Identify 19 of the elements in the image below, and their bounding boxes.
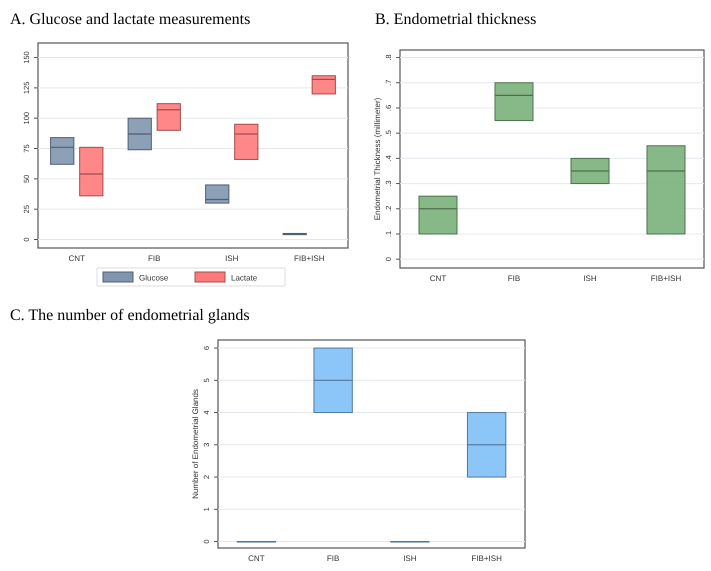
y-axis-title: Endometrial Thickness (millimeter) [373,97,382,220]
x-tick-label: FIB [148,254,160,263]
chart-title: A. Glucose and lactate measurements [10,11,250,28]
chart-title: B. Endometrial thickness [375,11,536,28]
x-tick-label: FIB+ISH [471,554,502,563]
x-tick-label: CNT [68,254,86,263]
legend-label: Glucose [139,274,169,282]
legend-label: Lactate [231,274,258,282]
x-tick-label: CNT [430,274,446,283]
x-tick-label: CNT [248,554,265,563]
x-tick-label: ISH [583,274,597,283]
y-axis-title: Number of Endometrial Glands [191,389,200,499]
x-tick-label: FIB+ISH [294,254,325,263]
x-tick-label: FIB+ISH [650,274,682,283]
x-tick-label: ISH [225,254,239,263]
chart-title: C. The number of endometrial glands [10,307,250,324]
x-tick-label: FIB [508,274,520,283]
x-tick-label: ISH [403,554,417,563]
x-tick-label: FIB [326,554,340,563]
